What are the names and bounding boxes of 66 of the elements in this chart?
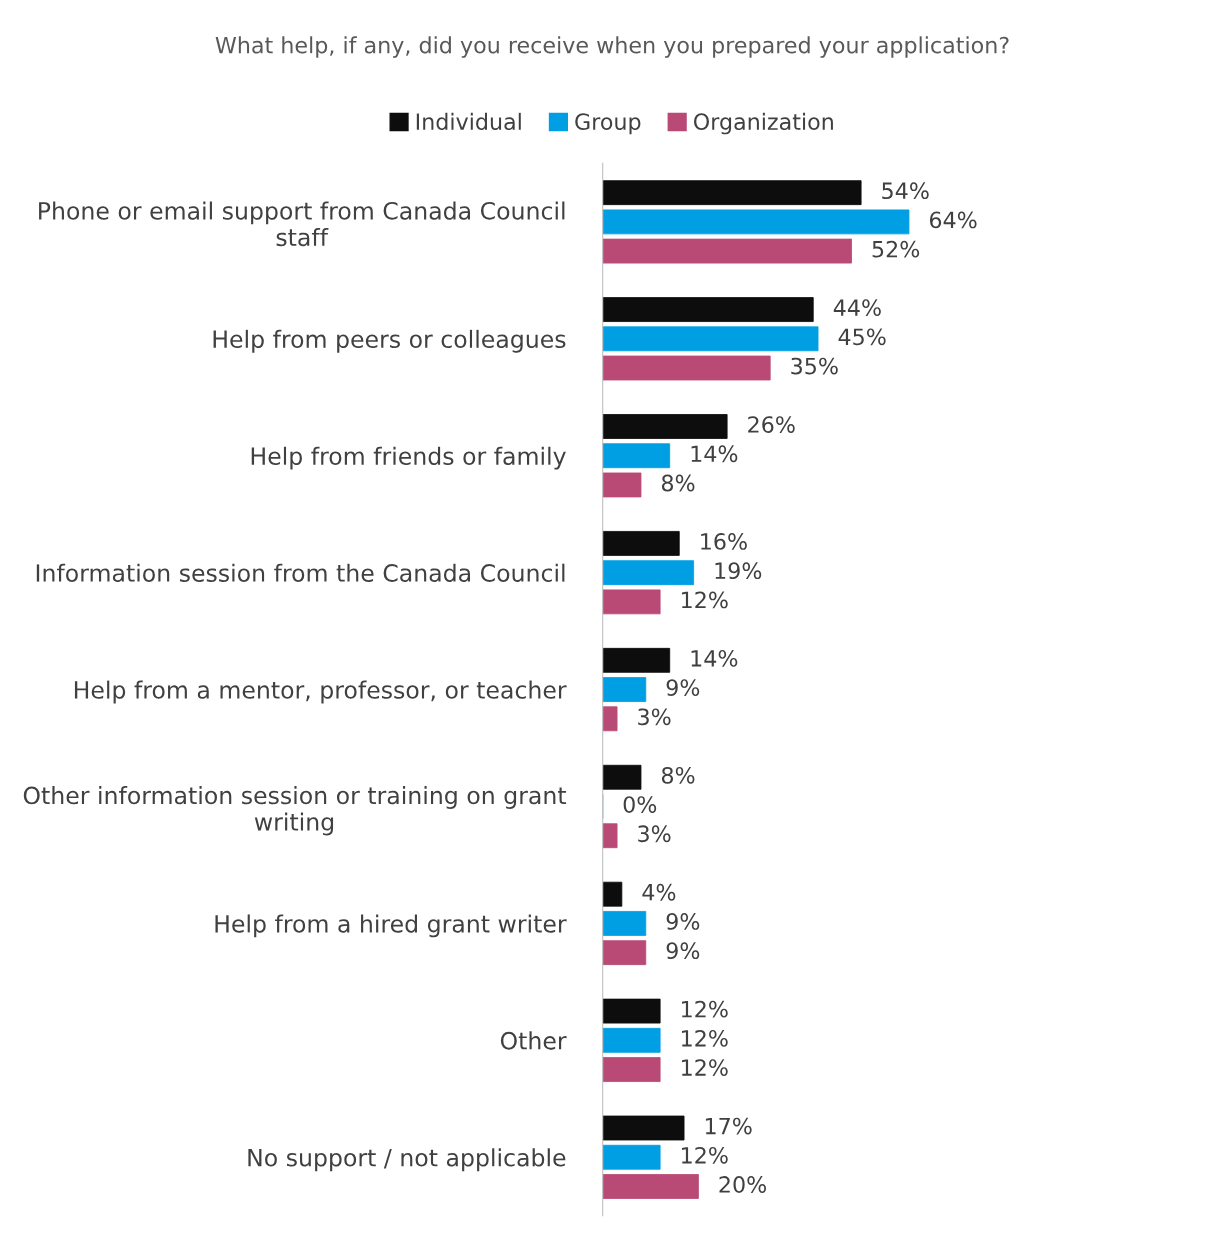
data-label: 35% — [791, 357, 838, 375]
y-tick-label: Other information session or training on grant writing — [23, 786, 567, 836]
bar — [602, 443, 671, 469]
bar — [602, 297, 814, 322]
y-tick-label: No support / not applicable — [248, 1148, 566, 1172]
bar — [602, 560, 695, 586]
bar — [602, 209, 910, 235]
data-label: 3% — [638, 825, 671, 843]
data-label: 8% — [661, 766, 695, 784]
bar — [602, 472, 642, 498]
bar — [602, 238, 852, 264]
bar — [602, 677, 647, 702]
y-tick-label: Help from friends or family — [251, 446, 566, 470]
data-label: 9% — [666, 913, 700, 930]
bar — [602, 881, 623, 907]
data-label: 17% — [705, 1117, 752, 1135]
data-label: 16% — [701, 533, 747, 550]
y-tick-label: Phone or email support from Canada Council staff — [39, 201, 565, 247]
data-label: 12% — [682, 1146, 728, 1164]
data-label: 14% — [691, 649, 738, 667]
data-label: 64% — [929, 211, 977, 229]
y-tick-label: Help from a mentor, professor, or teacher — [74, 680, 567, 704]
data-label: 26% — [748, 416, 795, 433]
bar — [602, 531, 680, 556]
data-label: 8% — [661, 474, 695, 492]
data-label: 44% — [833, 299, 881, 317]
data-label: 0% — [623, 796, 657, 813]
data-label: 52% — [872, 240, 920, 258]
bar — [602, 647, 671, 673]
data-label: 19% — [715, 562, 762, 580]
data-label: 12% — [682, 1000, 728, 1018]
data-label: 12% — [682, 1029, 728, 1047]
data-label: 9% — [666, 942, 700, 960]
bar — [602, 414, 728, 439]
bar — [602, 1115, 685, 1141]
bar — [602, 998, 661, 1024]
bar — [602, 589, 661, 615]
data-label: 20% — [719, 1176, 767, 1193]
legend-label: Individual — [416, 112, 521, 131]
bar — [602, 823, 618, 849]
bar — [602, 326, 819, 352]
legend-label: Organization — [693, 112, 833, 135]
y-tick-label: Other — [500, 1031, 567, 1050]
bar — [602, 1174, 699, 1199]
bar — [602, 355, 771, 381]
y-tick-label: Help from a hired grant writer — [215, 914, 567, 938]
data-label: 54% — [882, 182, 929, 200]
bar — [602, 1144, 661, 1170]
data-label: 12% — [682, 591, 728, 609]
bar — [602, 1057, 661, 1082]
y-tick-label: Help from peers or colleagues — [213, 329, 566, 353]
bar — [602, 940, 647, 966]
data-label: 4% — [642, 883, 676, 901]
data-label: 45% — [838, 328, 886, 346]
data-label: 14% — [691, 445, 738, 463]
data-label: 12% — [682, 1059, 728, 1077]
bar — [602, 764, 642, 790]
y-tick-label: Information session from the Canada Council — [36, 563, 565, 582]
data-label: 9% — [666, 679, 700, 697]
bar — [602, 911, 647, 936]
chart-title: What help, if any, did you receive when you prepared your application? — [215, 36, 1009, 58]
bar — [602, 180, 862, 206]
bar — [602, 1027, 661, 1053]
data-label: 3% — [638, 708, 671, 726]
bar — [602, 706, 618, 732]
legend-label: Group — [575, 113, 641, 135]
